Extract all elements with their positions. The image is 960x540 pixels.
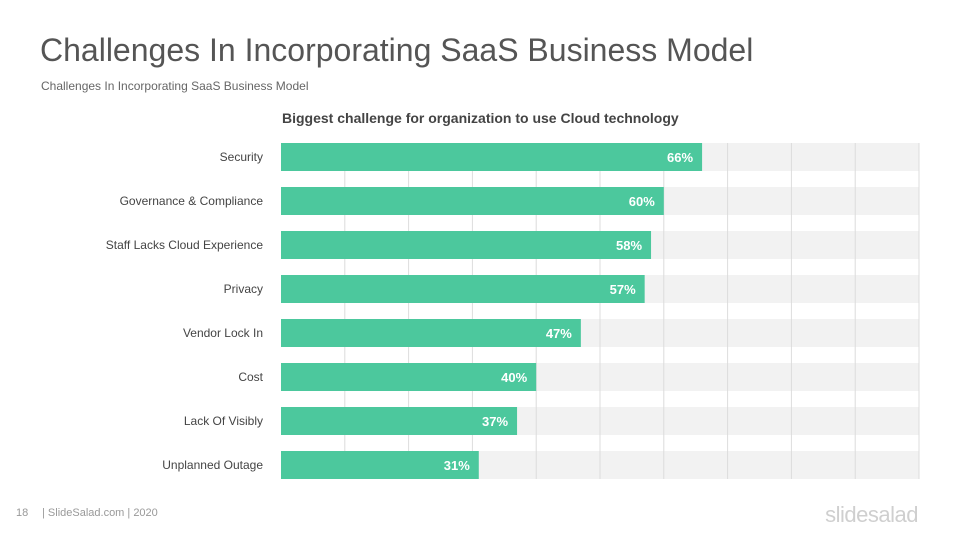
- brand-logo: slidesalad: [825, 502, 918, 527]
- slide-subtitle: Challenges In Incorporating SaaS Busines…: [41, 79, 309, 93]
- category-label: Governance & Compliance: [120, 194, 264, 208]
- chart-title: Biggest challenge for organization to us…: [282, 110, 679, 126]
- bar: [281, 143, 703, 171]
- bar: [281, 231, 652, 259]
- data-label: 66%: [667, 150, 693, 165]
- data-label: 47%: [546, 326, 572, 341]
- data-label: 40%: [501, 370, 527, 385]
- data-label: 57%: [610, 282, 636, 297]
- category-label: Cost: [238, 370, 263, 384]
- data-label: 37%: [482, 414, 508, 429]
- bar: [281, 407, 518, 435]
- bar: [281, 319, 581, 347]
- bar: [281, 275, 645, 303]
- category-label: Privacy: [224, 282, 263, 296]
- category-label: Lack Of Visibly: [184, 414, 263, 428]
- slide-title: Challenges In Incorporating SaaS Busines…: [40, 32, 754, 68]
- category-label: Staff Lacks Cloud Experience: [106, 238, 264, 252]
- bar: [281, 363, 537, 391]
- data-label: 60%: [629, 194, 655, 209]
- footer-text: | SlideSalad.com | 2020: [42, 507, 158, 519]
- bar: [281, 187, 664, 215]
- category-label: Security: [220, 150, 263, 164]
- page-number: 18: [16, 507, 29, 519]
- category-label: Unplanned Outage: [162, 458, 263, 472]
- data-label: 31%: [444, 458, 470, 473]
- data-label: 58%: [616, 238, 642, 253]
- bar: [281, 451, 479, 479]
- category-label: Vendor Lock In: [183, 326, 263, 340]
